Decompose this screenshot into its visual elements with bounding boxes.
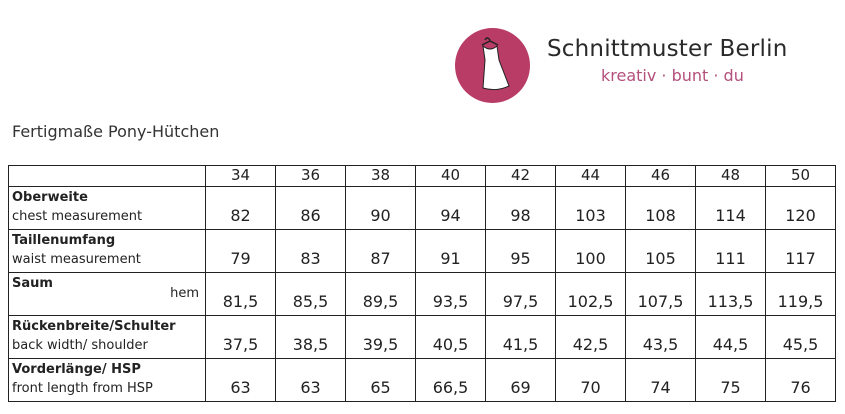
value-cell: 37,5 [205,315,276,359]
size-header: 38 [345,165,416,187]
value-cell: 70 [555,358,626,402]
label-en: hem [170,286,199,301]
value-cell: 40,5 [415,315,486,359]
label-de: Saum [12,276,53,291]
value-cell: 95 [485,229,556,273]
value-cell: 93,5 [415,272,486,316]
value-cell: 97,5 [485,272,556,316]
value-cell: 38,5 [275,315,346,359]
value-cell: 117 [765,229,836,273]
value-cell: 76 [765,358,836,402]
value-cell: 114 [695,186,766,230]
page-title: Fertigmaße Pony-Hütchen [12,122,220,141]
value-cell: 75 [695,358,766,402]
value-cell: 44,5 [695,315,766,359]
label-de: Vorderlänge/ HSP [12,362,141,377]
measurement-table: 34 36 38 40 42 44 46 48 50 Oberweite chest measur… [8,165,836,402]
row-label: Oberweite chest measurement [8,186,206,230]
value-cell: 63 [205,358,276,402]
label-de: Taillenumfang [12,233,116,248]
value-cell: 107,5 [625,272,696,316]
label-de: Oberweite [12,190,88,205]
table-row: Oberweite chest measurement 82 86 90 94 98 103 1… [8,186,836,230]
label-en: chest measurement [12,209,143,224]
value-cell: 86 [275,186,346,230]
size-header: 36 [275,165,346,187]
value-cell: 43,5 [625,315,696,359]
value-cell: 98 [485,186,556,230]
value-cell: 74 [625,358,696,402]
value-cell: 91 [415,229,486,273]
brand-tagline: kreativ · bunt · du [601,66,744,85]
value-cell: 89,5 [345,272,416,316]
logo [455,28,530,103]
value-cell: 39,5 [345,315,416,359]
value-cell: 105 [625,229,696,273]
row-label: Taillenumfang waist measurement [8,229,206,273]
value-cell: 100 [555,229,626,273]
size-header: 50 [765,165,836,187]
label-de: Rückenbreite/Schulter [12,319,176,334]
value-cell: 108 [625,186,696,230]
value-cell: 85,5 [275,272,346,316]
size-header: 44 [555,165,626,187]
table-row: Rückenbreite/Schulter back width/ shoulde… [8,315,836,359]
value-cell: 81,5 [205,272,276,316]
corner-cell [8,165,206,187]
value-cell: 102,5 [555,272,626,316]
row-label: Rückenbreite/Schulter back width/ shoulde… [8,315,206,359]
size-header-row: 34 36 38 40 42 44 46 48 50 [8,165,836,187]
value-cell: 119,5 [765,272,836,316]
label-en: back width/ shoulder [12,338,148,353]
value-cell: 79 [205,229,276,273]
value-cell: 83 [275,229,346,273]
value-cell: 113,5 [695,272,766,316]
table-row: Saum hem 81,5 85,5 89,5 93,5 97,5 102,5 107,5 113… [8,272,836,316]
size-header: 34 [205,165,276,187]
value-cell: 45,5 [765,315,836,359]
size-header: 46 [625,165,696,187]
value-cell: 66,5 [415,358,486,402]
value-cell: 41,5 [485,315,556,359]
value-cell: 63 [275,358,346,402]
value-cell: 82 [205,186,276,230]
size-header: 42 [485,165,556,187]
label-en: front length from HSP [12,381,153,396]
label-en: waist measurement [12,252,141,267]
value-cell: 90 [345,186,416,230]
table-row: Vorderlänge/ HSP front length from HSP 63 6… [8,358,836,402]
row-label: Vorderlänge/ HSP front length from HSP [8,358,206,402]
value-cell: 111 [695,229,766,273]
value-cell: 94 [415,186,486,230]
row-label: Saum hem [8,272,206,316]
value-cell: 103 [555,186,626,230]
table-row: Taillenumfang waist measurement 79 83 87 91 95… [8,229,836,273]
value-cell: 69 [485,358,556,402]
brand-name: Schnittmuster Berlin [547,36,788,62]
value-cell: 42,5 [555,315,626,359]
size-header: 40 [415,165,486,187]
size-header: 48 [695,165,766,187]
value-cell: 120 [765,186,836,230]
value-cell: 87 [345,229,416,273]
value-cell: 65 [345,358,416,402]
dress-on-hanger-icon [481,37,510,91]
